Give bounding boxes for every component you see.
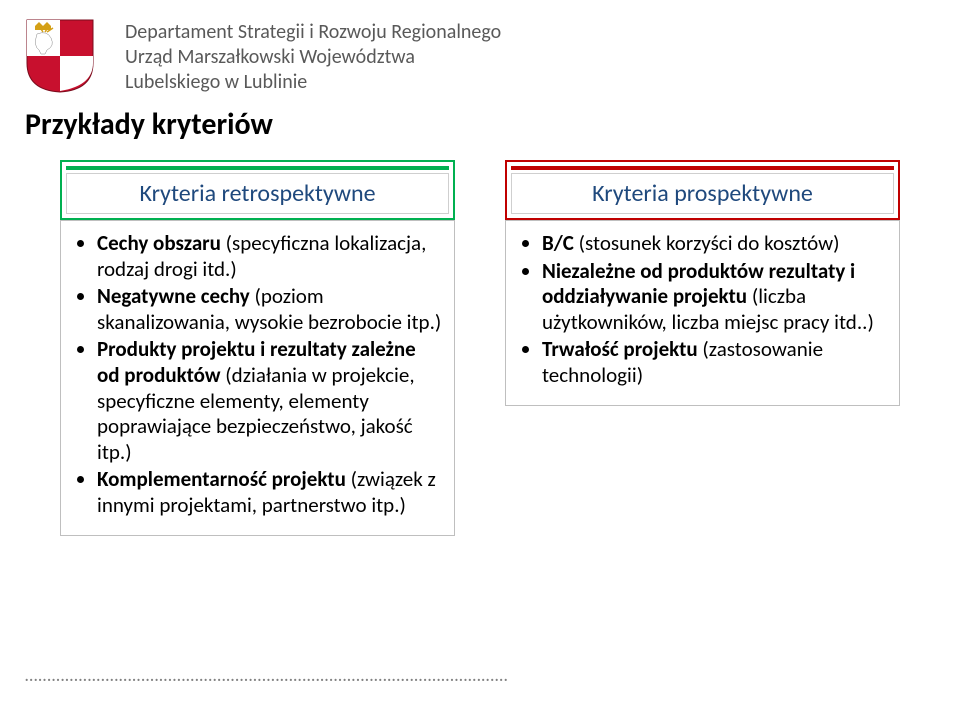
header-label-box: Kryteria retrospektywne [66, 173, 449, 214]
header-strip [66, 166, 449, 170]
header-strip [511, 166, 894, 170]
list-item: Trwałość projektu (zastosowanie technolo… [542, 337, 887, 388]
department-text: Departament Strategii i Rozwoju Regional… [125, 18, 501, 95]
list-item: Komplementarność projektu (związek z inn… [97, 467, 442, 518]
column-body-prospective: B/C (stosunek korzyści do kosztów) Nieza… [505, 220, 900, 406]
column-header-prospective: Kryteria prospektywne [505, 160, 900, 220]
list-item: Niezależne od produktów rezultaty i oddz… [542, 259, 887, 336]
column-header-retrospective: Kryteria retrospektywne [60, 160, 455, 220]
dept-line-3: Lubelskiego w Lublinie [125, 70, 501, 95]
dept-line-1: Departament Strategii i Rozwoju Regional… [125, 20, 501, 45]
page-title: Przykłady kryteriów [25, 106, 273, 143]
footer-dots: ……………………………………………………………………………………………… [25, 664, 508, 686]
column-title: Kryteria retrospektywne [139, 179, 375, 208]
coat-of-arms-logo [25, 18, 95, 93]
list-item: Cechy obszaru (specyficzna lokalizacja, … [97, 231, 442, 282]
column-retrospective: Kryteria retrospektywne Cechy obszaru (s… [60, 160, 455, 536]
header-label-box: Kryteria prospektywne [511, 173, 894, 214]
column-title: Kryteria prospektywne [592, 179, 813, 208]
dept-line-2: Urząd Marszałkowski Województwa [125, 45, 501, 70]
slide-header: Departament Strategii i Rozwoju Regional… [25, 18, 935, 95]
list-item: B/C (stosunek korzyści do kosztów) [542, 231, 887, 257]
bullet-list-left: Cechy obszaru (specyficzna lokalizacja, … [73, 231, 442, 519]
list-item: Produkty projektu i rezultaty zależne od… [97, 337, 442, 465]
list-item: Negatywne cechy (poziom skanalizowania, … [97, 284, 442, 335]
bullet-list-right: B/C (stosunek korzyści do kosztów) Nieza… [518, 231, 887, 389]
column-body-retrospective: Cechy obszaru (specyficzna lokalizacja, … [60, 220, 455, 536]
column-prospective: Kryteria prospektywne B/C (stosunek korz… [505, 160, 900, 536]
columns-container: Kryteria retrospektywne Cechy obszaru (s… [60, 160, 900, 536]
